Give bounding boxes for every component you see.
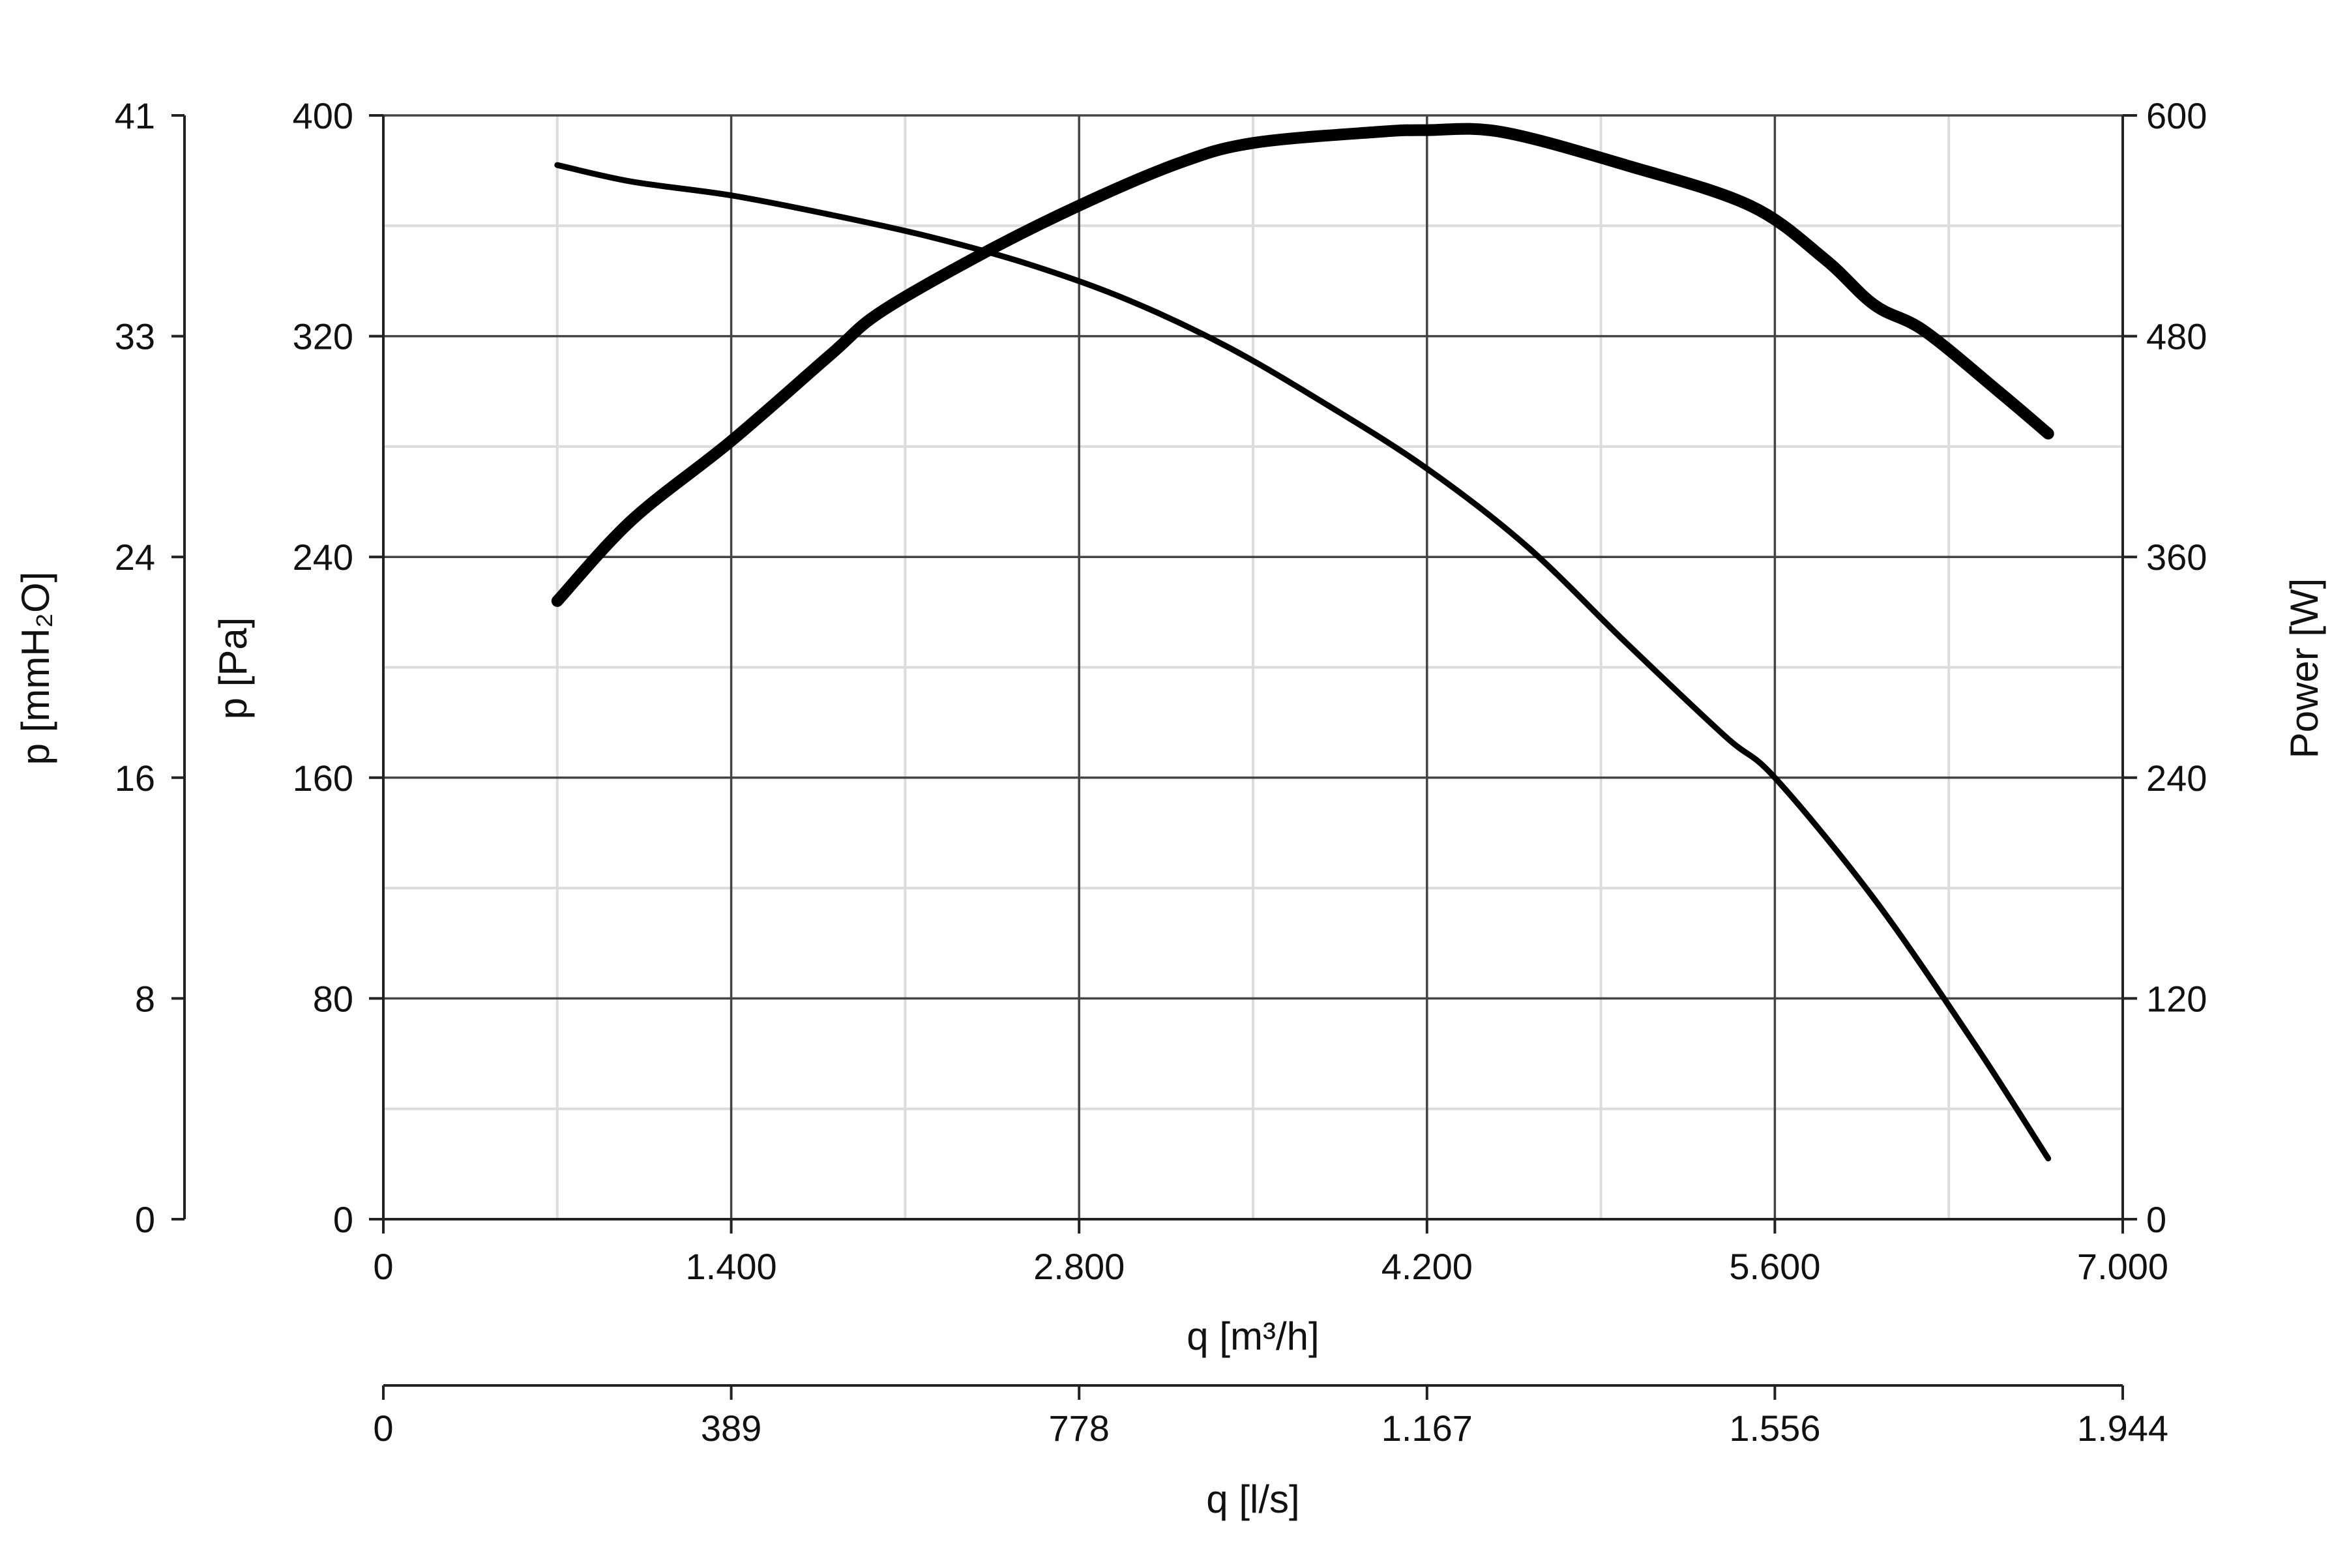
y-tick-label: 400 — [293, 95, 353, 136]
labels: 0 8 16 24 33 41 0 389 778 1.167 1.556 1.944 0 80 160 24… — [14, 95, 2326, 1521]
pressure-curve — [554, 162, 2052, 1162]
y-outer-tick-label: 8 — [135, 978, 155, 1019]
x2-axis-title: q [l/s] — [1206, 1477, 1299, 1521]
major-grid — [383, 114, 2123, 1219]
y-tick-label: 80 — [313, 978, 353, 1019]
y2-tick-label: 240 — [2146, 758, 2207, 799]
y-tick-label: 0 — [333, 1199, 353, 1240]
y-outer-tick-label: 33 — [115, 316, 155, 357]
minor-grid — [383, 115, 2123, 1219]
y-tick-label: 320 — [293, 316, 353, 357]
y2-axis-title: Power [W] — [2282, 578, 2326, 759]
y-outer-tick-label: 41 — [115, 95, 155, 136]
y2-tick-label: 120 — [2146, 978, 2207, 1019]
y-axis-title: p [Pa] — [211, 617, 255, 720]
series-layer — [551, 123, 2054, 1162]
y-outer-tick-label: 16 — [115, 758, 155, 799]
x-tick-label: 7.000 — [2077, 1246, 2168, 1287]
x2-tick-label: 0 — [373, 1408, 393, 1449]
x-tick-label: 1.400 — [686, 1246, 777, 1287]
y-tick-label: 160 — [293, 758, 353, 799]
y-outer-tick-label: 24 — [115, 537, 155, 578]
x-tick-label: 2.800 — [1033, 1246, 1125, 1287]
x-tick-label: 0 — [373, 1246, 393, 1287]
y2-tick-label: 600 — [2146, 95, 2207, 136]
axes — [171, 114, 2137, 1400]
x-axis-title: q [m³/h] — [1187, 1314, 1319, 1358]
y-outer-tick-label: 0 — [135, 1199, 155, 1240]
y2-tick-label: 360 — [2146, 537, 2207, 578]
x2-tick-label: 1.167 — [1381, 1408, 1473, 1449]
y2-tick-label: 480 — [2146, 316, 2207, 357]
x-tick-label: 4.200 — [1381, 1246, 1473, 1287]
x2-tick-label: 778 — [1048, 1408, 1109, 1449]
power-curve — [551, 123, 2054, 607]
x2-tick-label: 1.944 — [2077, 1408, 2168, 1449]
y2-tick-label: 0 — [2146, 1199, 2166, 1240]
y-outer-axis-title: p [mmH₂O] — [14, 572, 57, 765]
x2-tick-label: 1.556 — [1729, 1408, 1820, 1449]
x-tick-label: 5.600 — [1729, 1246, 1820, 1287]
x2-tick-label: 389 — [701, 1408, 761, 1449]
y-tick-label: 240 — [293, 537, 353, 578]
